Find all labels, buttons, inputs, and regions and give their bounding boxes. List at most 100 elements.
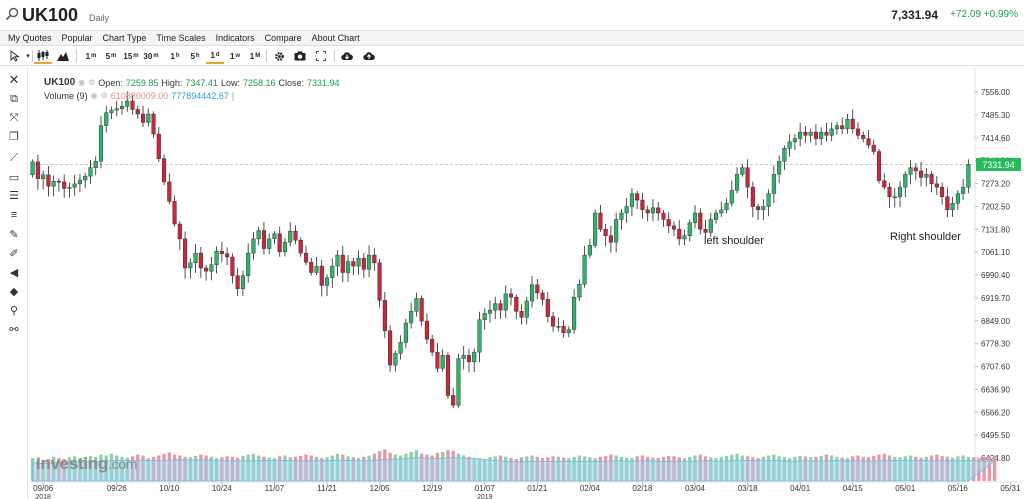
candle-body bbox=[193, 252, 198, 264]
candle-body bbox=[798, 131, 803, 139]
menu-about-chart[interactable]: About Chart bbox=[311, 33, 360, 43]
candle-body bbox=[961, 186, 966, 194]
visibility-icon[interactable]: ◉ bbox=[78, 78, 86, 87]
cloud-download-icon[interactable] bbox=[340, 48, 354, 64]
settings-icon[interactable]: ⚙ bbox=[88, 78, 96, 87]
last-price: 7,331.94 bbox=[891, 8, 938, 22]
candle-body bbox=[225, 253, 230, 258]
legend-cursor: | bbox=[231, 90, 235, 101]
menu-compare[interactable]: Compare bbox=[264, 33, 302, 43]
candle-body bbox=[162, 158, 167, 183]
candle-body bbox=[56, 181, 61, 183]
marker-icon[interactable]: ◆ bbox=[9, 285, 19, 298]
text-tool-icon[interactable]: ✐ bbox=[9, 247, 19, 260]
price-tick-label: 6919.70 bbox=[981, 294, 1010, 303]
close-tools-icon[interactable]: ✕ bbox=[8, 72, 20, 87]
search-icon[interactable] bbox=[5, 7, 19, 21]
candle-body bbox=[382, 300, 387, 331]
trendline-icon[interactable]: ⟋ bbox=[10, 151, 18, 164]
menu-indicators[interactable]: Indicators bbox=[215, 33, 255, 43]
volume-bar bbox=[992, 455, 997, 481]
candle-body bbox=[77, 179, 82, 185]
candle-body bbox=[824, 131, 829, 136]
candle-body bbox=[808, 131, 813, 136]
legend-open-label: Open: bbox=[98, 77, 123, 88]
rectangle-icon[interactable]: ▭ bbox=[8, 171, 20, 184]
candle-body bbox=[67, 186, 72, 189]
candle-body bbox=[519, 311, 524, 318]
candle-body bbox=[183, 238, 188, 269]
toolbar-divider bbox=[32, 50, 33, 62]
pan-icon[interactable]: ⤧ bbox=[9, 111, 19, 124]
time-tick-label: 01/07 bbox=[475, 484, 496, 493]
legend-volume-ma-value: 777894442.67 bbox=[171, 90, 229, 101]
cloud-upload-icon[interactable] bbox=[362, 48, 376, 64]
candle-body bbox=[503, 293, 508, 311]
sound-icon[interactable]: ◀ bbox=[9, 266, 19, 279]
candle-body bbox=[330, 265, 335, 278]
candle-body bbox=[855, 128, 861, 136]
measure-icon[interactable]: ⚲ bbox=[9, 304, 19, 317]
candle-body bbox=[219, 250, 224, 254]
timeframe-15m[interactable]: 15 m bbox=[123, 51, 139, 61]
cursor-icon[interactable] bbox=[8, 48, 22, 64]
legend-volume-label: Volume (9) bbox=[44, 90, 88, 101]
candle-body bbox=[929, 173, 934, 185]
menu-my-quotes[interactable]: My Quotes bbox=[8, 33, 52, 43]
time-tick-label: 10/24 bbox=[212, 484, 233, 493]
price-tick-label: 7273.20 bbox=[981, 180, 1010, 189]
brush-icon[interactable]: ✎ bbox=[9, 228, 19, 241]
zoom-region-icon[interactable]: ⧉ bbox=[10, 92, 18, 105]
menu-popular[interactable]: Popular bbox=[61, 33, 93, 43]
candle-body bbox=[845, 118, 850, 130]
legend-low-label: Low: bbox=[220, 77, 240, 88]
candle-body bbox=[861, 135, 866, 139]
time-tick-label: 12/05 bbox=[370, 484, 391, 493]
candle-body bbox=[882, 180, 887, 188]
candle-body bbox=[235, 275, 240, 289]
candle-body bbox=[272, 233, 277, 240]
chevron-down-icon[interactable]: ▾ bbox=[26, 53, 30, 60]
mountain-chart-icon[interactable] bbox=[54, 48, 72, 64]
time-tick-year: 2018 bbox=[35, 494, 51, 499]
candle-body bbox=[251, 238, 256, 254]
candle-body bbox=[650, 207, 655, 214]
candle-body bbox=[524, 300, 529, 318]
candle-body bbox=[645, 209, 650, 214]
candle-body bbox=[603, 228, 608, 236]
magnet-icon[interactable]: ⚯ bbox=[9, 323, 19, 336]
menu-chart-type[interactable]: Chart Type bbox=[102, 33, 147, 43]
settings-icon[interactable]: ⚙ bbox=[100, 91, 108, 100]
gear-icon[interactable] bbox=[272, 48, 286, 64]
candle-body bbox=[319, 265, 324, 286]
visibility-icon[interactable]: ◉ bbox=[90, 91, 98, 100]
candle-body bbox=[866, 138, 871, 146]
candle-body bbox=[540, 292, 545, 300]
candlestick-icon[interactable] bbox=[34, 48, 52, 64]
channel-icon[interactable]: ≡ bbox=[10, 209, 18, 221]
legend-symbol: UK100 bbox=[44, 77, 76, 88]
menu-time-scales[interactable]: Time Scales bbox=[156, 33, 206, 43]
candle-body bbox=[629, 193, 634, 207]
candle-body bbox=[346, 261, 351, 273]
candle-body bbox=[593, 212, 598, 246]
copy-icon[interactable]: ❐ bbox=[9, 130, 19, 143]
candle-body bbox=[372, 254, 377, 264]
candle-body bbox=[892, 196, 897, 199]
candle-body bbox=[913, 167, 918, 172]
timeframe-30m[interactable]: 30 m bbox=[143, 51, 159, 61]
candle-body bbox=[498, 303, 503, 311]
fibonacci-icon[interactable]: ☰ bbox=[9, 189, 19, 202]
candle-body bbox=[671, 225, 677, 230]
candle-body bbox=[829, 128, 834, 136]
candle-body bbox=[713, 212, 719, 220]
camera-icon[interactable] bbox=[293, 48, 307, 64]
